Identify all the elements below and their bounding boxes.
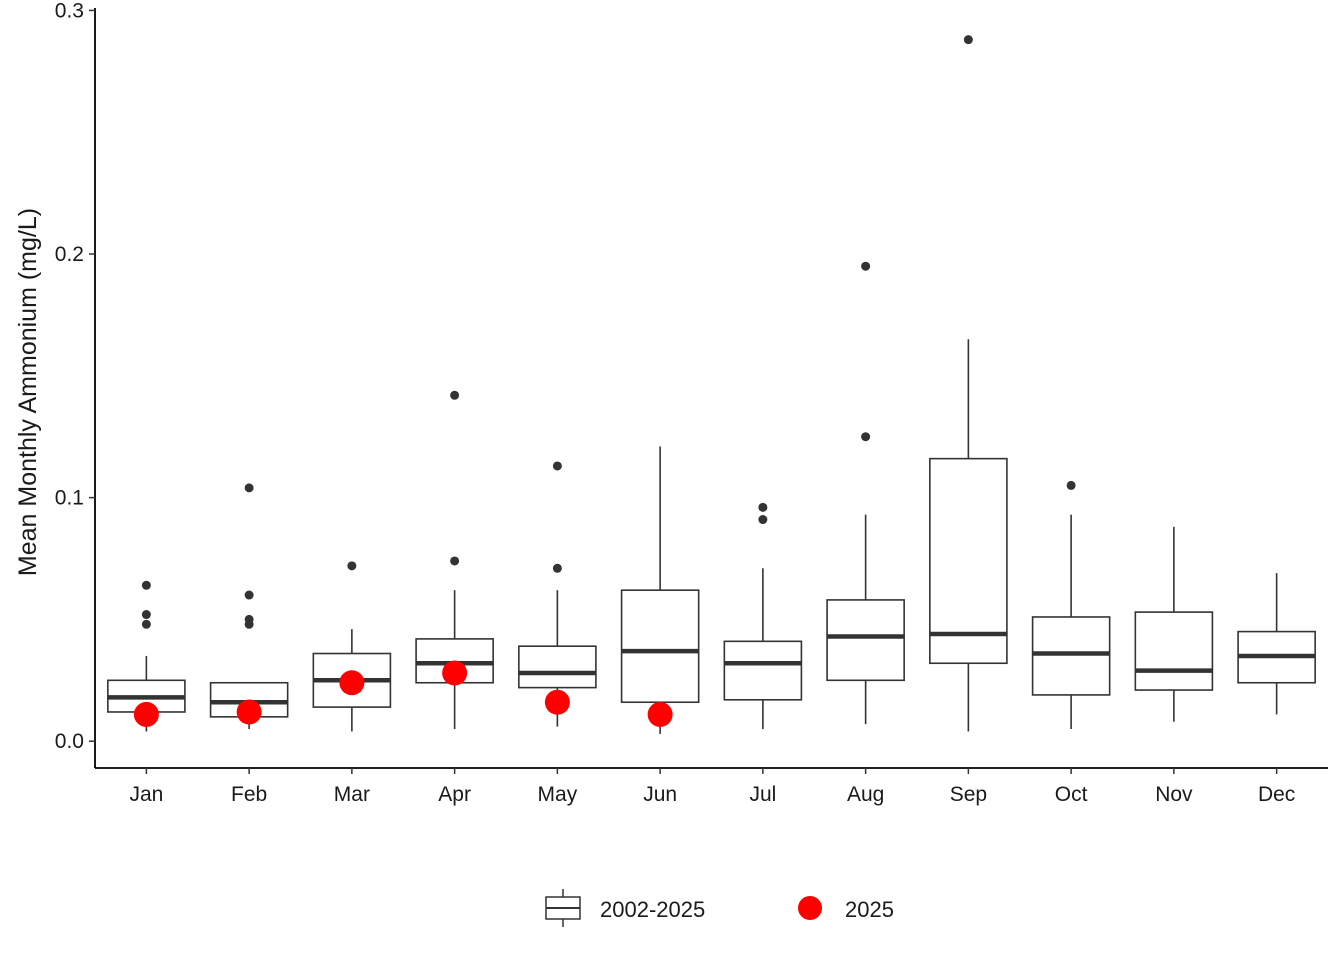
x-tick-label: Oct — [1055, 783, 1088, 806]
x-tick-label: Apr — [438, 783, 471, 806]
x-tick-label: Jun — [643, 783, 677, 806]
outlier-point — [347, 561, 357, 571]
x-tick-label: Nov — [1155, 783, 1193, 806]
point-2025-jan — [133, 701, 159, 727]
x-tick-label: Sep — [950, 783, 987, 806]
point-2025-mar — [339, 670, 365, 696]
x-tick-label: Mar — [334, 783, 370, 806]
box-iqr — [620, 589, 700, 704]
x-tick-label: Aug — [847, 783, 884, 806]
outlier-point — [861, 432, 871, 442]
outlier-point — [141, 610, 151, 620]
outlier-point — [450, 556, 460, 566]
outlier-point — [552, 461, 562, 471]
y-tick-label: 0.1 — [55, 487, 84, 510]
boxplot-aug — [826, 261, 905, 725]
x-tick-label: Jan — [129, 783, 163, 806]
legend-key-boxplot — [545, 889, 581, 927]
box-iqr — [1134, 611, 1214, 691]
point-2025-may — [544, 689, 570, 715]
outlier-point — [141, 619, 151, 629]
point-2025-jun — [647, 701, 673, 727]
outlier-point — [244, 590, 254, 600]
box-iqr — [1031, 616, 1111, 696]
outlier-point — [861, 261, 871, 271]
boxplot-jun — [620, 446, 700, 734]
y-tick-label: 0.2 — [55, 243, 84, 266]
x-tick-label: Feb — [231, 783, 267, 806]
box-iqr — [723, 640, 803, 701]
outlier-point — [1066, 480, 1076, 490]
legend-label-point: 2025 — [845, 897, 894, 922]
boxplot-jul — [723, 502, 803, 730]
boxplot-dec — [1237, 573, 1316, 715]
y-tick-label: 0.3 — [55, 0, 84, 22]
x-tick-label: Dec — [1258, 783, 1295, 806]
y-axis-title: Mean Monthly Ammonium (mg/L) — [14, 208, 42, 576]
legend-key-point — [798, 896, 822, 920]
y-axis: 0.0 0.1 0.2 0.3 — [55, 0, 96, 768]
x-tick-label: May — [538, 783, 578, 806]
box-iqr — [929, 457, 1008, 665]
outlier-point — [552, 563, 562, 573]
legend: 2002-2025 2025 — [545, 889, 894, 927]
boxplot-may — [518, 461, 597, 727]
boxplot-nov — [1134, 526, 1214, 722]
outlier-point — [141, 580, 151, 590]
box-iqr — [518, 645, 597, 689]
x-tick-label: Jul — [749, 783, 776, 806]
boxplot-sep — [929, 35, 1008, 732]
legend-label-boxplot: 2002-2025 — [600, 897, 705, 922]
plot-area — [107, 35, 1316, 734]
point-2025-feb — [236, 699, 262, 725]
boxplot-mar — [312, 561, 392, 732]
box-iqr — [826, 599, 905, 682]
point-2025-apr — [442, 660, 468, 686]
outlier-point — [244, 614, 254, 624]
outlier-point — [758, 502, 768, 512]
outlier-point — [963, 35, 973, 45]
x-axis: Jan Feb Mar Apr May Jun Jul Aug Sep Oct Nov Dec — [95, 767, 1328, 806]
boxplot-feb — [209, 483, 289, 730]
outlier-point — [450, 390, 460, 400]
outlier-point — [244, 483, 254, 493]
boxplot-oct — [1031, 480, 1111, 730]
y-tick-label: 0.0 — [55, 730, 84, 753]
outlier-point — [758, 515, 768, 525]
